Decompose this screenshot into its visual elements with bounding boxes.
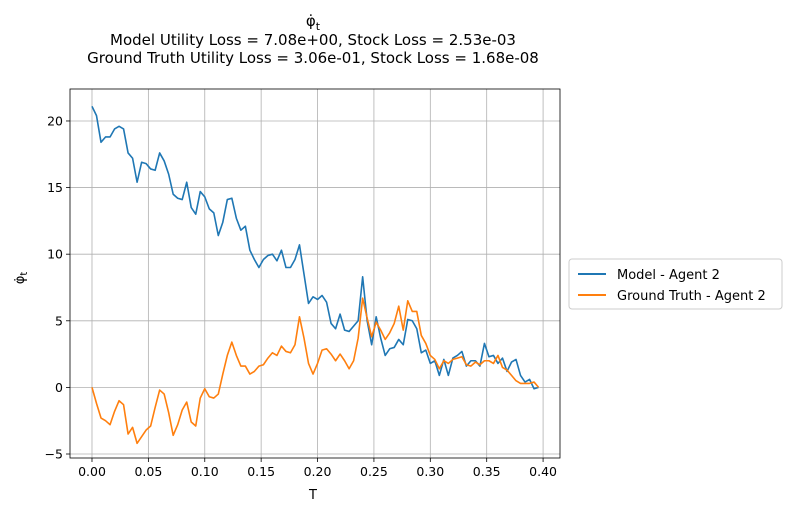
y-tick-label: 5 xyxy=(55,313,63,328)
y-axis-label-subscript: t xyxy=(19,272,30,276)
x-tick-label: 0.15 xyxy=(247,464,275,479)
y-axis-ticks: −5 0 5 10 15 20 xyxy=(45,113,70,462)
y-axis-label: φ̇t xyxy=(13,272,30,285)
title-symbol: φ̇t xyxy=(306,12,321,33)
y-tick-label: 20 xyxy=(47,113,63,128)
grid xyxy=(70,89,560,458)
x-axis-label: T xyxy=(308,488,317,503)
y-tick-label: 15 xyxy=(47,180,63,195)
plot-area: 0.00 0.05 0.10 0.15 0.20 0.25 0.30 0.35 0.40 −5 0… xyxy=(45,88,561,479)
x-tick-label: 0.20 xyxy=(304,464,332,479)
legend: Model - Agent 2 Ground Truth - Agent 2 xyxy=(568,258,783,310)
chart-title: φ̇t Model Utility Loss = 7.08e+00, Stock… xyxy=(87,12,539,67)
x-axis-ticks: 0.00 0.05 0.10 0.15 0.20 0.25 0.30 0.35 0.40 xyxy=(78,458,557,479)
y-axis-label-phi: φ̇ xyxy=(13,276,28,285)
title-symbol-phi: φ̇ xyxy=(306,12,316,30)
title-symbol-subscript: t xyxy=(316,20,321,33)
x-tick-label: 0.10 xyxy=(191,464,219,479)
x-tick-label: 0.00 xyxy=(78,464,106,479)
series-lines xyxy=(91,105,540,445)
series-line-model xyxy=(91,105,539,390)
legend-label-ground-truth: Ground Truth - Agent 2 xyxy=(617,289,766,304)
title-line-ground-truth: Ground Truth Utility Loss = 3.06e-01, St… xyxy=(87,49,539,67)
series-line-ground-truth xyxy=(91,297,540,445)
x-tick-label: 0.40 xyxy=(529,464,557,479)
y-tick-label: 10 xyxy=(47,247,63,262)
x-tick-label: 0.25 xyxy=(360,464,388,479)
legend-box xyxy=(568,258,783,310)
x-tick-label: 0.35 xyxy=(473,464,501,479)
y-tick-label: −5 xyxy=(45,447,63,462)
plot-frame xyxy=(69,88,561,459)
x-tick-label: 0.05 xyxy=(134,464,162,479)
title-line-model: Model Utility Loss = 7.08e+00, Stock Los… xyxy=(110,31,516,49)
legend-label-model: Model - Agent 2 xyxy=(617,268,720,283)
x-tick-label: 0.30 xyxy=(416,464,444,479)
y-tick-label: 0 xyxy=(55,380,63,395)
